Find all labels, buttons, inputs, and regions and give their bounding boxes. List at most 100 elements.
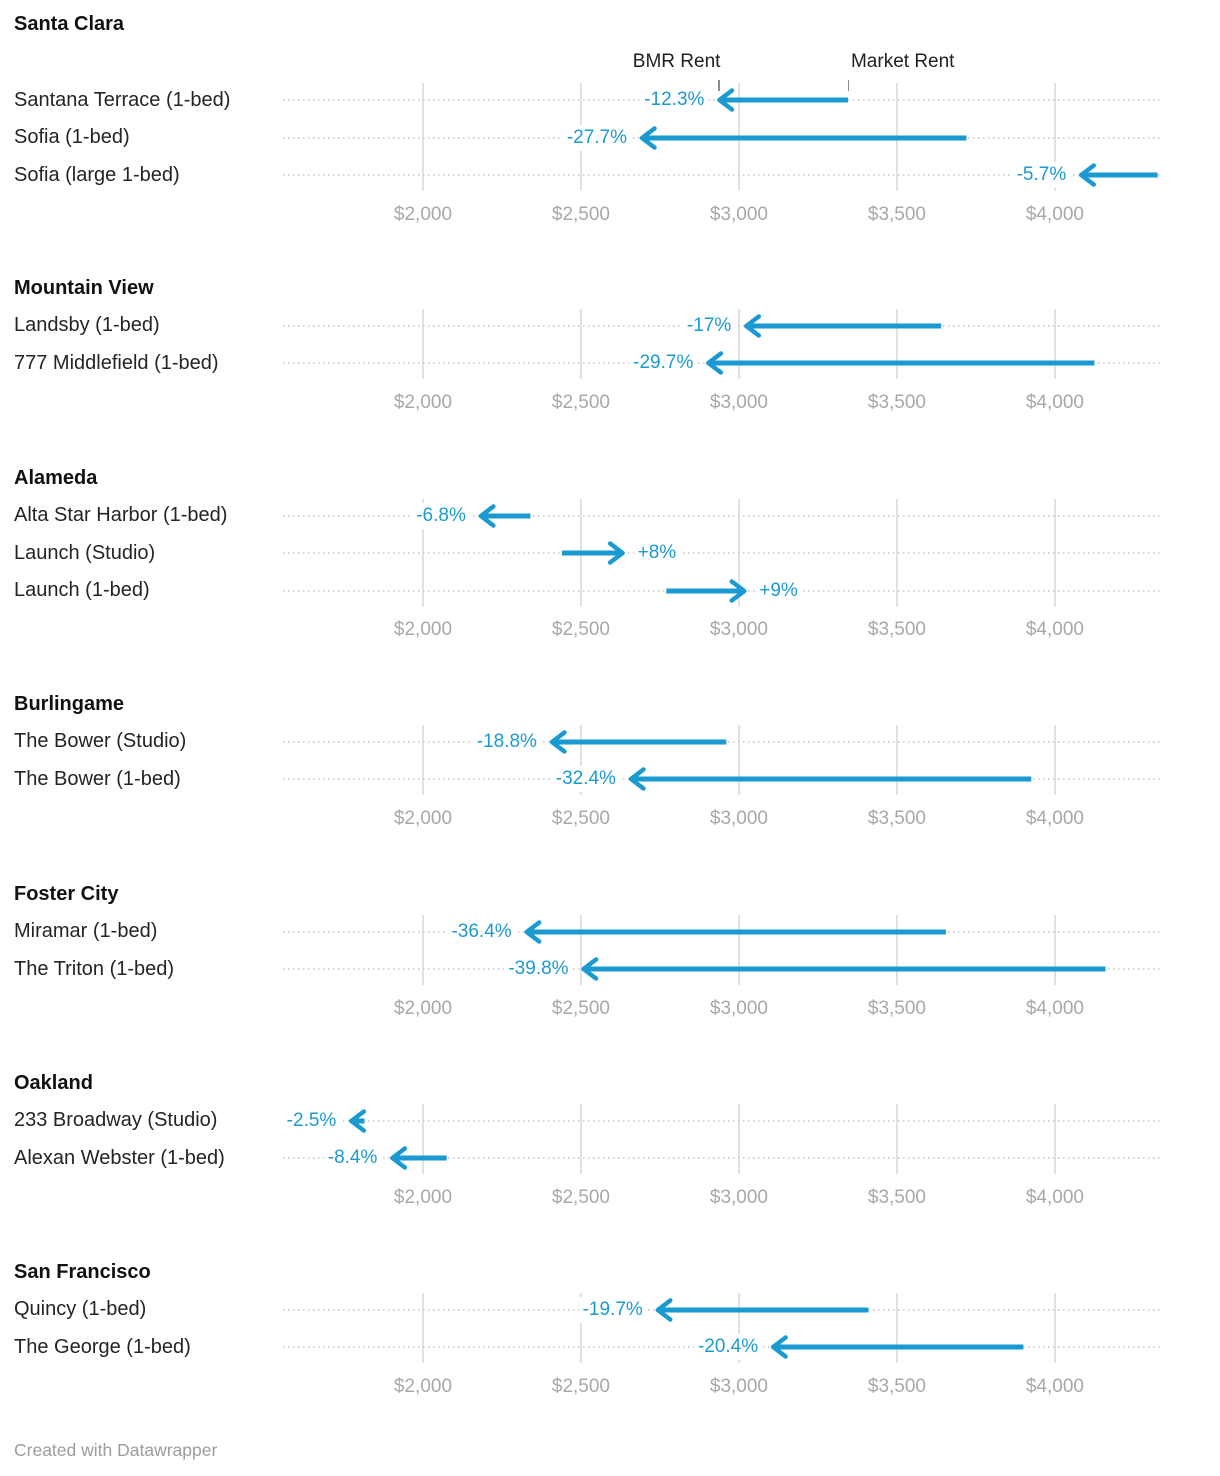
arrowhead-icon <box>607 541 625 565</box>
row-label: Sofia (1-bed) <box>14 126 130 148</box>
row-label: The George (1-bed) <box>14 1335 191 1358</box>
change-percent-label: -17% <box>682 312 736 339</box>
gridline <box>896 1292 898 1363</box>
arrowhead-icon <box>524 919 542 944</box>
axis-tick-label: $4,000 <box>1025 807 1084 829</box>
change-percent-label: -39.8% <box>504 956 573 982</box>
row-label: The Bower (1-bed) <box>14 767 181 790</box>
gridline <box>1054 914 1056 985</box>
axis-tick-label: $3,000 <box>709 1375 769 1397</box>
gridline <box>738 1103 740 1174</box>
change-percent-label: -8.4% <box>323 1145 382 1171</box>
row-label: Santana Terrace (1-bed) <box>14 88 231 111</box>
gridline <box>422 1103 424 1174</box>
axis-tick-label: $2,500 <box>551 619 611 640</box>
arrowhead-icon <box>1078 163 1096 187</box>
rent-change-arrow <box>283 160 1163 190</box>
rent-change-arrow <box>283 348 1163 378</box>
group-header: Mountain View <box>14 277 154 299</box>
rent-change-arrow <box>283 123 1163 153</box>
gridline <box>738 308 740 379</box>
gridline <box>738 914 740 985</box>
rent-change-arrow <box>283 764 1163 794</box>
row-dotted-line <box>283 174 1163 176</box>
axis-tick-label: $3,000 <box>709 391 769 413</box>
change-percent-label: -18.8% <box>472 728 541 755</box>
gridline <box>1054 724 1056 795</box>
change-percent-label: -32.4% <box>551 766 620 792</box>
arrowhead-icon <box>717 88 735 112</box>
change-percent-label: -36.4% <box>447 918 516 945</box>
change-percent-label: -19.7% <box>578 1296 647 1323</box>
axis-tick-label: $3,000 <box>709 807 769 829</box>
axis-tick-label: $4,000 <box>1025 1186 1084 1208</box>
arrow-graphic <box>581 957 1106 981</box>
gridline <box>422 308 424 379</box>
change-percent-label: -20.4% <box>693 1334 763 1360</box>
legend-market-tick <box>847 80 850 91</box>
axis-tick-label: $3,500 <box>867 1375 926 1397</box>
axis-tick-label: $2,000 <box>393 1186 453 1208</box>
axis-tick-label: $3,500 <box>867 619 926 640</box>
axis-tick-label: $2,000 <box>393 391 453 413</box>
arrow-graphic <box>1078 163 1158 187</box>
rent-change-arrow <box>283 85 1163 115</box>
row-label: Alta Star Harbor (1-bed) <box>14 504 228 526</box>
row-label: 233 Broadway (Studio) <box>14 1109 218 1131</box>
axis-tick-label: $2,500 <box>551 1375 611 1397</box>
rent-change-arrow <box>283 576 1163 606</box>
gridline <box>422 1292 424 1363</box>
arrow-graphic <box>717 88 848 112</box>
rent-change-arrow <box>283 538 1163 568</box>
legend-bmr-rent-label: BMR Rent <box>632 51 721 72</box>
gridline <box>1054 308 1056 379</box>
gridline <box>422 724 424 795</box>
axis-tick-label: $2,000 <box>393 997 453 1019</box>
gridline <box>580 1103 582 1174</box>
rent-change-arrow <box>283 917 1163 947</box>
axis-tick-label: $2,000 <box>393 1375 453 1397</box>
axis-tick-label: $4,000 <box>1025 619 1084 640</box>
row-label: Landsby (1-bed) <box>14 314 160 336</box>
legend-bmr-tick <box>718 80 720 91</box>
change-percent-label: -6.8% <box>412 502 470 529</box>
arrow-graphic <box>349 1108 367 1133</box>
row-label: Sofia (large 1-bed) <box>14 163 180 186</box>
group-header: Alameda <box>14 467 98 489</box>
change-percent-label: -2.5% <box>282 1107 341 1134</box>
axis-tick-label: $3,500 <box>867 1186 926 1208</box>
arrowhead-icon <box>770 1335 788 1359</box>
change-percent-label: -29.7% <box>629 350 698 376</box>
arrowhead-icon <box>349 1108 367 1133</box>
arrowhead-icon <box>581 957 599 981</box>
arrowhead-icon <box>549 729 567 754</box>
row-label: Launch (1-bed) <box>14 579 150 601</box>
axis-tick-label: $3,500 <box>867 391 926 413</box>
axis-tick-label: $3,000 <box>709 997 769 1019</box>
arrow-graphic <box>706 351 1095 375</box>
arrowhead-icon <box>655 1297 673 1322</box>
axis-tick-label: $2,000 <box>393 619 453 640</box>
gridline <box>580 724 582 795</box>
gridline <box>1054 1292 1056 1363</box>
rent-change-arrow <box>283 1106 1163 1136</box>
axis-tick-label: $2,000 <box>393 807 453 829</box>
axis-tick-label: $2,500 <box>551 997 611 1019</box>
axis-tick-label: $2,500 <box>551 1186 611 1208</box>
axis-tick-label: $2,500 <box>551 807 611 829</box>
group-header: Foster City <box>14 883 119 905</box>
row-label: Quincy (1-bed) <box>14 1298 147 1320</box>
rent-change-arrow <box>283 1332 1163 1362</box>
arrowhead-icon <box>478 503 496 528</box>
arrow-graphic <box>639 125 967 150</box>
gridline <box>896 1103 898 1174</box>
arrow-graphic <box>562 541 625 565</box>
axis-tick-label: $3,000 <box>709 1186 769 1208</box>
row-label: Launch (Studio) <box>14 541 156 564</box>
arrowhead-icon <box>744 313 762 338</box>
rent-change-arrow <box>283 1143 1163 1173</box>
group-header: Burlingame <box>14 693 125 715</box>
rent-change-arrow <box>283 727 1163 757</box>
change-percent-label: +9% <box>755 577 802 604</box>
arrowhead-icon <box>628 767 646 791</box>
